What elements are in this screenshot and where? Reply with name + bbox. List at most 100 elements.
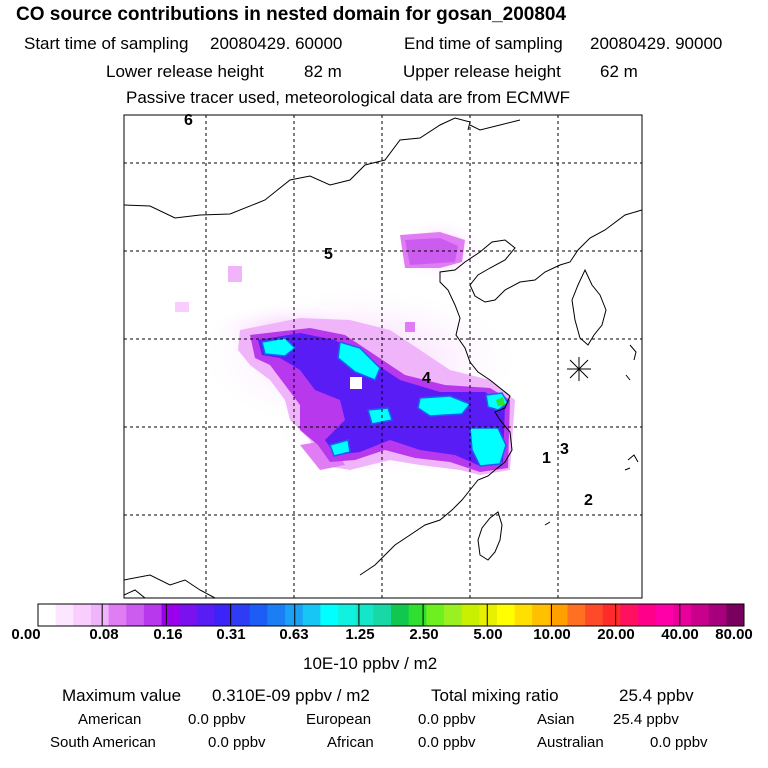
colorbar-swatch xyxy=(426,604,445,626)
source-name: South American xyxy=(50,734,156,751)
colorbar-swatch xyxy=(391,604,410,626)
colorbar-tick-label: 2.50 xyxy=(409,626,439,643)
map-label: 2 xyxy=(584,492,593,509)
colorbar-swatch xyxy=(691,604,710,626)
colorbar-tick-label: 20.00 xyxy=(597,626,635,643)
colorbar-swatch xyxy=(302,604,321,626)
source-name: Asian xyxy=(537,711,575,728)
map-label: 3 xyxy=(560,441,569,458)
peak-concentration-region xyxy=(469,427,507,467)
colorbar-swatch xyxy=(320,604,339,626)
colorbar-swatch xyxy=(461,604,480,626)
colorbar-swatch xyxy=(179,604,198,626)
peak-concentration-region xyxy=(337,341,381,381)
colorbar-swatch xyxy=(126,604,145,626)
colorbar-swatch xyxy=(232,604,251,626)
colorbar-swatch xyxy=(196,604,215,626)
total-mixing-value: 25.4 ppbv xyxy=(619,686,694,705)
low-concentration-region xyxy=(405,322,415,332)
colorbar-tick-label: 5.00 xyxy=(473,626,503,643)
colorbar-tick-label: 80.00 xyxy=(715,626,753,643)
coast-line xyxy=(124,574,216,598)
source-name: American xyxy=(78,711,142,728)
colorbar-swatch xyxy=(267,604,286,626)
colorbar-frame xyxy=(37,603,745,627)
colorbar-swatch xyxy=(638,604,657,626)
colorbar-swatch xyxy=(602,604,621,626)
source-name: European xyxy=(306,711,372,728)
colorbar-swatch xyxy=(338,604,357,626)
tracer-note: Passive tracer used, meteorological data… xyxy=(126,88,571,107)
colorbar-swatch xyxy=(567,604,586,626)
colorbar-swatch xyxy=(620,604,639,626)
colorbar-swatch xyxy=(55,604,74,626)
colorbar-swatch xyxy=(443,604,462,626)
start-time-label: Start time of sampling xyxy=(24,34,189,53)
colorbar-swatch xyxy=(549,604,568,626)
source-value: 25.4 ppbv xyxy=(613,711,679,728)
colorbar-swatch xyxy=(73,604,92,626)
colorbar-tick-label: 40.00 xyxy=(661,626,699,643)
colorbar-swatch xyxy=(496,604,515,626)
colorbar-swatch xyxy=(214,604,233,626)
border-line xyxy=(469,119,521,131)
colorbar-swatch xyxy=(408,604,427,626)
coast-line xyxy=(571,268,607,346)
colorbar-tick-label: 0.08 xyxy=(89,626,119,643)
upper-height-label: Upper release height xyxy=(403,62,561,81)
max-value-label: Maximum value xyxy=(62,686,182,705)
low-concentration-region xyxy=(228,266,242,282)
lower-height-value: 82 m xyxy=(304,62,342,81)
gap-region xyxy=(350,377,362,389)
start-time-value: 20080429. 60000 xyxy=(210,34,343,53)
colorbar-swatch xyxy=(161,604,180,626)
peak-concentration-region xyxy=(329,439,351,457)
source-name: Australian xyxy=(537,734,604,751)
colorbar-tick-label: 0.31 xyxy=(216,626,246,643)
colorbar-tick-label: 0.63 xyxy=(279,626,309,643)
island-outline xyxy=(544,344,639,526)
end-time-label: End time of sampling xyxy=(404,34,563,53)
source-value: 0.0 ppbv xyxy=(418,711,476,728)
colorbar-tick-label: 0.00 xyxy=(11,626,41,643)
colorbar-swatch xyxy=(708,604,727,626)
heatmap-layer xyxy=(175,220,515,475)
colorbar-tick-label: 0.16 xyxy=(153,626,183,643)
colorbar-swatch xyxy=(38,604,57,626)
island-outline xyxy=(477,511,503,561)
colorbar xyxy=(38,604,745,626)
peak-concentration-region xyxy=(367,407,393,425)
map-label: 6 xyxy=(184,112,193,129)
upper-height-value: 62 m xyxy=(600,62,638,81)
colorbar-units: 10E-10 ppbv / m2 xyxy=(303,654,438,673)
source-value: 0.0 ppbv xyxy=(650,734,708,751)
colorbar-swatch xyxy=(90,604,109,626)
grid-lines xyxy=(124,115,642,598)
peak-concentration-region xyxy=(417,395,472,417)
low-concentration-region xyxy=(175,302,189,312)
colorbar-tick-label: 10.00 xyxy=(533,626,571,643)
colorbar-swatch xyxy=(108,604,127,626)
colorbar-swatch xyxy=(726,604,745,626)
map-label: 1 xyxy=(542,450,551,467)
colorbar-swatch xyxy=(655,604,674,626)
coast-line xyxy=(124,589,146,598)
colorbar-swatch xyxy=(143,604,162,626)
map-label: 5 xyxy=(324,246,333,263)
colorbar-swatch xyxy=(532,604,551,626)
colorbar-swatch xyxy=(285,604,304,626)
source-value: 0.0 ppbv xyxy=(418,734,476,751)
colorbar-swatch xyxy=(355,604,374,626)
colorbar-swatch xyxy=(479,604,498,626)
map-frame xyxy=(123,114,643,599)
source-value: 0.0 ppbv xyxy=(208,734,266,751)
max-value: 0.310E-09 ppbv / m2 xyxy=(212,686,370,705)
peak-concentration-region xyxy=(496,397,505,406)
source-value: 0.0 ppbv xyxy=(188,711,246,728)
total-mixing-label: Total mixing ratio xyxy=(431,686,559,705)
plot-title: CO source contributions in nested domain… xyxy=(16,4,567,25)
border-line xyxy=(124,117,471,219)
colorbar-swatch xyxy=(373,604,392,626)
map-label: 4 xyxy=(422,370,431,387)
